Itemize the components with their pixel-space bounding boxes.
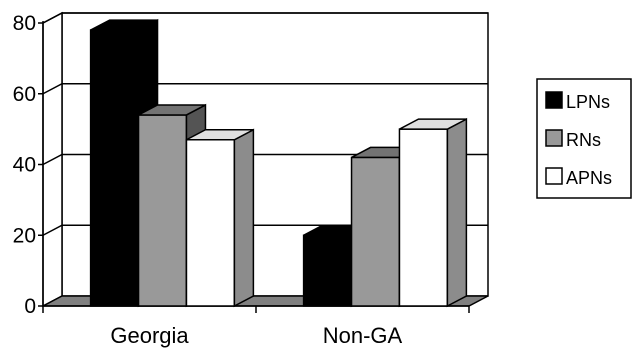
legend: LPNs RNs APNs: [536, 78, 632, 199]
y-tick-label: 20: [13, 224, 36, 247]
y-tick-labels: 0 20 40 60 80: [13, 12, 36, 318]
bar-front: [398, 128, 449, 307]
bars: [89, 18, 468, 308]
category-label: Georgia: [110, 323, 189, 348]
bar-top: [186, 128, 254, 141]
legend-swatch: [545, 167, 563, 185]
legend-swatch: [545, 91, 563, 109]
y-tick-label: 40: [13, 154, 36, 177]
bar: [398, 117, 468, 308]
bar-side: [233, 128, 255, 308]
gridline: [42, 153, 488, 166]
y-tick-label: 0: [24, 295, 36, 318]
bar-front: [89, 29, 140, 307]
legend-label: LPNs: [566, 92, 610, 112]
bar-top: [138, 104, 206, 116]
gridline: [42, 83, 488, 95]
bar-side: [446, 117, 468, 308]
y-tick-label: 60: [13, 83, 36, 106]
bar-front: [302, 234, 353, 307]
x-category-labels: Georgia Non-GA: [110, 323, 402, 348]
bar-front: [185, 138, 236, 307]
bar-front: [137, 114, 188, 307]
legend-label: APNs: [566, 168, 612, 188]
category-label: Non-GA: [323, 323, 403, 348]
y-tick-label: 80: [13, 12, 36, 35]
bar-top: [90, 19, 158, 31]
bar-front: [350, 156, 401, 307]
bar-top: [399, 118, 467, 130]
legend-swatch: [545, 129, 563, 147]
gridline: [42, 12, 488, 24]
bar: [185, 128, 255, 308]
legend-label: RNs: [566, 130, 601, 150]
